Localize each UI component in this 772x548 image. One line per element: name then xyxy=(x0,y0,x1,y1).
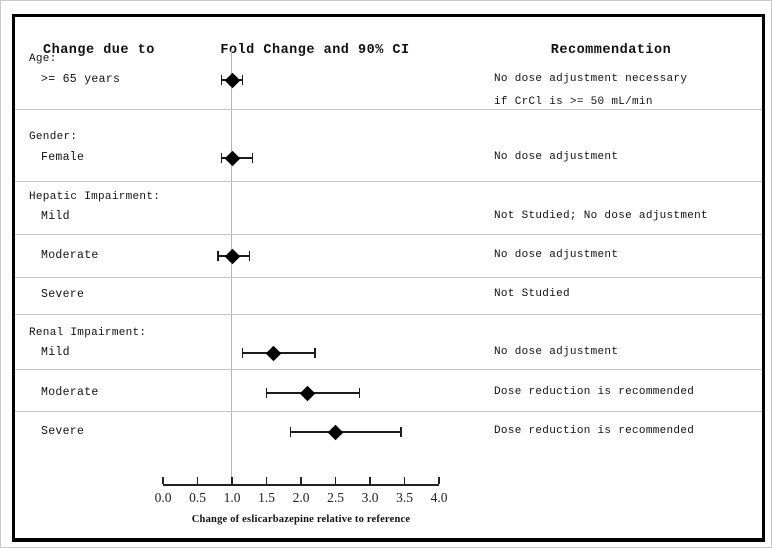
section-divider xyxy=(15,369,762,370)
x-axis-tick xyxy=(438,477,440,484)
recommendation-text: Not Studied xyxy=(494,288,570,300)
ci-lower-cap xyxy=(220,75,223,85)
x-axis-tick xyxy=(265,477,268,484)
x-axis-line xyxy=(163,484,439,486)
x-axis-tick-label: 1.5 xyxy=(258,490,275,505)
x-axis-tick xyxy=(196,477,199,484)
forest-row-label: Moderate xyxy=(41,386,99,399)
recommendation-text: No dose adjustment xyxy=(494,346,619,358)
x-axis-tick xyxy=(369,477,371,484)
section-divider xyxy=(15,181,762,182)
ci-lower-cap xyxy=(220,153,223,163)
ci-upper-cap xyxy=(248,251,250,261)
ci-upper-cap xyxy=(358,388,361,398)
ci-upper-cap xyxy=(314,348,316,358)
ci-upper-cap xyxy=(400,427,402,437)
x-axis-tick-label: 3.5 xyxy=(396,490,413,505)
forest-row-label: >= 65 years xyxy=(41,73,121,86)
x-axis-tick xyxy=(162,477,164,484)
section-label: Age: xyxy=(29,53,57,65)
reference-line-1x xyxy=(231,49,232,484)
recommendation-text: No dose adjustment xyxy=(494,249,619,261)
figure-frame: Change due to Fold Change and 90% CI Rec… xyxy=(12,14,765,542)
forest-row-label: Severe xyxy=(41,425,85,438)
section-divider xyxy=(15,277,762,278)
x-axis-tick-label: 3.0 xyxy=(361,490,379,505)
forest-row-label: Female xyxy=(41,151,85,164)
ci-upper-cap xyxy=(241,75,244,85)
ci-upper-cap xyxy=(251,153,254,163)
x-axis-tick xyxy=(300,477,302,484)
recommendation-text: Dose reduction is recommended xyxy=(494,386,695,398)
x-axis-tick xyxy=(403,477,406,484)
x-axis-tick xyxy=(231,477,233,484)
section-divider xyxy=(15,314,762,315)
x-axis-tick-label: 4.0 xyxy=(430,490,448,505)
section-divider xyxy=(15,234,762,235)
forest-row-label: Moderate xyxy=(41,249,99,262)
recommendation-text: if CrCl is >= 50 mL/min xyxy=(494,96,653,108)
column-header-change-due-to: Change due to xyxy=(43,43,155,58)
forest-row-label: Mild xyxy=(41,346,70,359)
forest-row-label: Severe xyxy=(41,288,85,301)
x-axis-tick xyxy=(334,477,337,484)
forest-row-label: Mild xyxy=(41,210,70,223)
column-header-fold-change: Fold Change and 90% CI xyxy=(220,43,410,58)
recommendation-text: Dose reduction is recommended xyxy=(494,425,695,437)
column-header-recommendation: Recommendation xyxy=(550,43,672,58)
ci-lower-cap xyxy=(241,348,244,358)
ci-interval-line xyxy=(290,431,402,433)
recommendation-text: No dose adjustment necessary xyxy=(494,73,688,85)
section-label: Renal Impairment: xyxy=(29,327,147,339)
recommendation-text: No dose adjustment xyxy=(494,151,619,163)
x-axis-title: Change of eslicarbazepine relative to re… xyxy=(191,514,411,525)
x-axis-tick-label: 0.5 xyxy=(189,490,206,505)
x-axis-tick-label: 1.0 xyxy=(223,490,241,505)
ci-lower-cap xyxy=(217,251,219,261)
recommendation-text: Not Studied; No dose adjustment xyxy=(494,210,708,222)
section-label: Gender: xyxy=(29,131,78,143)
ci-lower-cap xyxy=(289,427,292,437)
section-divider xyxy=(15,411,762,412)
x-axis-tick-label: 2.0 xyxy=(292,490,310,505)
ci-lower-cap xyxy=(265,388,268,398)
x-axis-tick-label: 0.0 xyxy=(154,490,172,505)
section-label: Hepatic Impairment: xyxy=(29,191,161,203)
x-axis-tick-label: 2.5 xyxy=(327,490,344,505)
section-divider xyxy=(15,109,762,110)
